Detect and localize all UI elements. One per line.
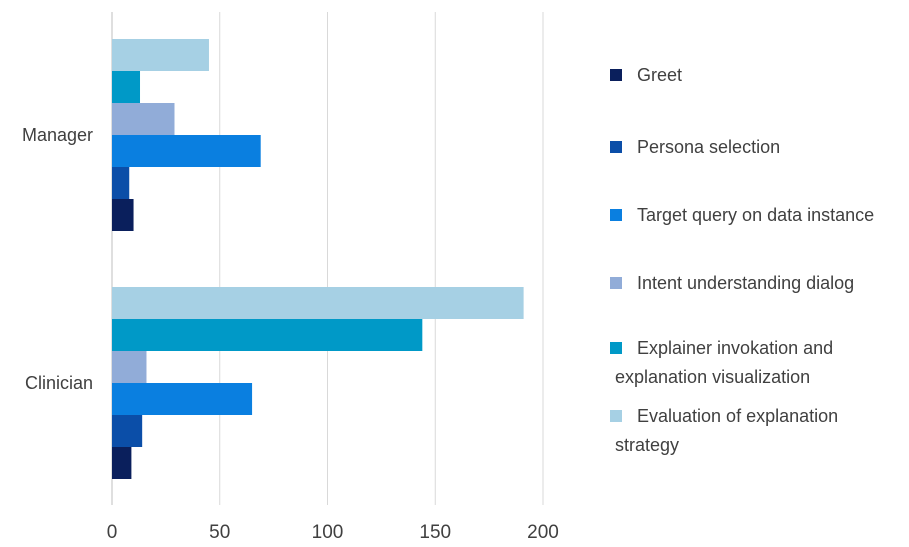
bar: [112, 135, 261, 167]
x-tick-label: 200: [527, 522, 559, 543]
legend-swatch: [610, 410, 622, 422]
x-tick-label: 150: [419, 522, 451, 543]
legend-label: Persona selection: [637, 137, 780, 157]
legend-swatch: [610, 342, 622, 354]
legend-swatch: [610, 209, 622, 221]
grid-layer: [111, 12, 544, 505]
category-label: Clinician: [25, 373, 93, 393]
bar: [112, 71, 141, 103]
bar: [112, 383, 253, 415]
legend-swatch: [610, 277, 622, 289]
bar: [112, 103, 175, 135]
legend: Greet Persona selection Target query on da…: [610, 65, 874, 455]
category-label: Manager: [22, 125, 93, 145]
bar: [112, 415, 143, 447]
legend-label: Target query on data instance: [637, 205, 874, 225]
x-tick-label: 50: [209, 522, 230, 543]
axis-layer: 0 50 100 150 200 Manager Clinician: [22, 125, 559, 543]
bar: [112, 351, 147, 383]
legend-swatch: [610, 69, 622, 81]
legend-label: Explainer invokation and explanation visu…: [615, 338, 833, 387]
legend-label: Intent understanding dialog: [637, 273, 854, 293]
x-tick-label: 100: [312, 522, 344, 543]
x-tick-label: 0: [107, 522, 118, 543]
bar-layer: [112, 39, 524, 479]
bar: [112, 199, 134, 231]
legend-label: Greet: [637, 65, 682, 85]
legend-swatch: [610, 141, 622, 153]
bar: [112, 319, 423, 351]
bar: [112, 447, 132, 479]
bar: [112, 167, 130, 199]
bar: [112, 39, 209, 71]
bar: [112, 287, 524, 319]
legend-label: Evaluation of explanation strategy: [615, 406, 838, 455]
